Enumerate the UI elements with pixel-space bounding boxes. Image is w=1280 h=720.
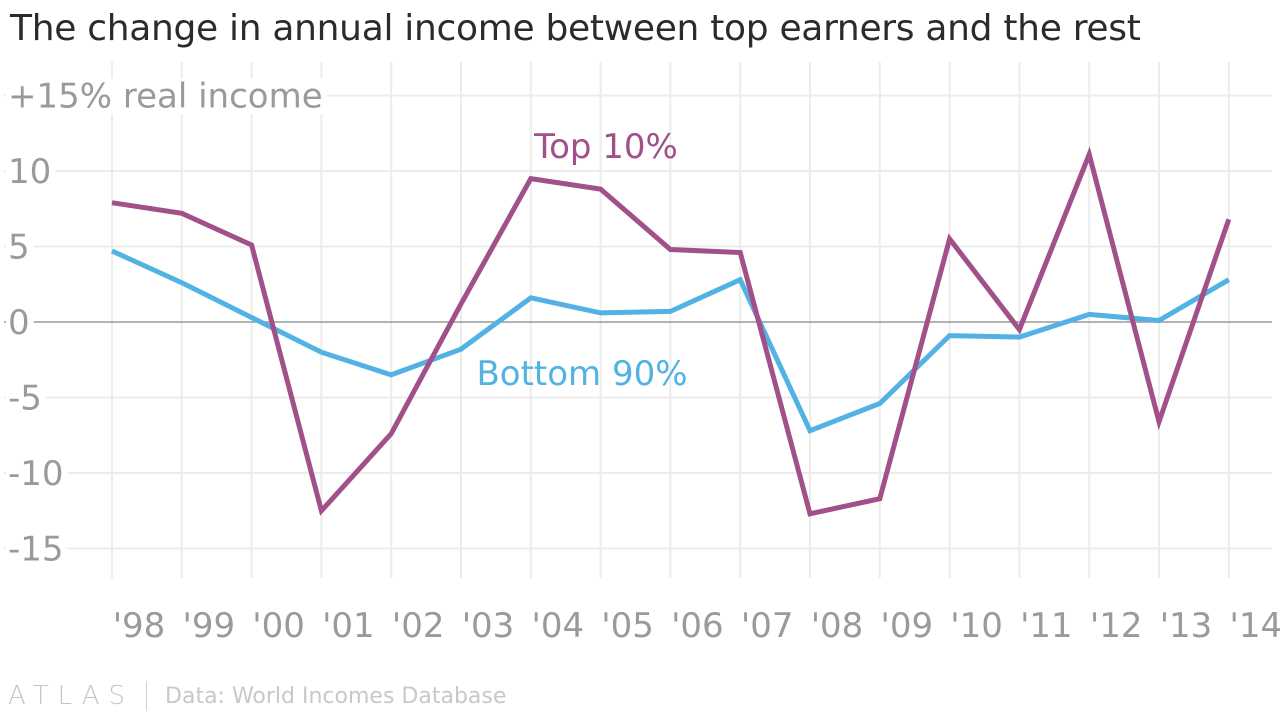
x-tick-label: '98: [113, 606, 166, 646]
x-tick-label: '99: [182, 606, 235, 646]
label-background: [6, 305, 34, 341]
x-tick-label: '01: [322, 606, 375, 646]
y-tick-label: -15: [8, 530, 64, 570]
atlas-logo: ATLAS: [8, 681, 135, 711]
y-tick-label: 5: [8, 228, 30, 268]
y-tick-label: 0: [8, 303, 30, 343]
label-background: [6, 78, 327, 115]
x-tick-label: '09: [880, 606, 933, 646]
x-tick-label: '04: [531, 606, 584, 646]
x-tick-label: '10: [950, 606, 1003, 646]
label-background: [6, 154, 56, 190]
label-background: [6, 456, 68, 492]
x-tick-label: '13: [1160, 606, 1213, 646]
x-tick-label: '06: [671, 606, 724, 646]
y-tick-label: 10: [8, 152, 51, 192]
data-source: Data: World Incomes Database: [165, 683, 507, 709]
label-background: [6, 380, 46, 417]
x-tick-label: '02: [392, 606, 445, 646]
grid-layer: [4, 62, 1272, 578]
label-background: [6, 531, 68, 568]
label-layer: +15% real income 10 5 0 -5 -10 -15 '98 '99 '00 '01…: [6, 77, 1280, 646]
y-axis-title: +15% real income: [8, 77, 323, 117]
x-tick-label: '00: [252, 606, 305, 646]
label-background: [6, 229, 34, 266]
x-tick-label: '08: [811, 606, 864, 646]
y-tick-label: -10: [8, 454, 64, 494]
chart-footer: ATLAS Data: World Incomes Database: [8, 680, 506, 712]
bottom-90-series-label: Bottom 90%: [476, 354, 687, 394]
x-tick-label: '05: [601, 606, 654, 646]
x-tick-label: '14: [1229, 606, 1280, 646]
x-tick-label: '07: [741, 606, 794, 646]
x-tick-label: '12: [1090, 606, 1143, 646]
footer-divider: [146, 681, 148, 711]
x-tick-label: '11: [1020, 606, 1073, 646]
chart-title: The change in annual income between top …: [10, 8, 1141, 49]
series-layer: [110, 146, 1232, 517]
y-tick-label: -5: [8, 379, 42, 419]
top-10-series-label: Top 10%: [533, 127, 678, 167]
x-tick-label: '03: [462, 606, 515, 646]
